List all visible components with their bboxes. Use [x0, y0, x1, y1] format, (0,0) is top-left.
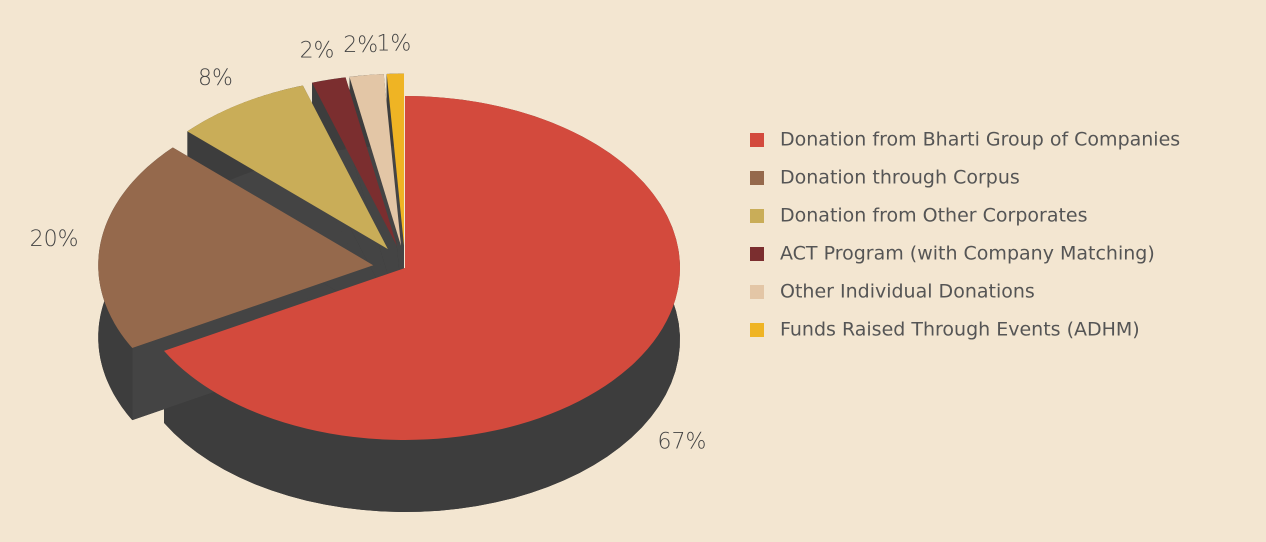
legend-swatch: [750, 323, 764, 337]
legend-swatch: [750, 285, 764, 299]
value-label: 8%: [198, 66, 233, 91]
legend-label: Donation from Other Corporates: [780, 205, 1088, 227]
value-label: 20%: [30, 227, 79, 252]
legend-label: Donation through Corpus: [780, 167, 1020, 189]
slice: [98, 147, 374, 349]
legend-swatch: [750, 133, 764, 147]
slice: [312, 77, 398, 247]
legend-label: Funds Raised Through Events (ADHM): [780, 319, 1140, 341]
slice: [187, 85, 388, 250]
legend-swatch: [750, 247, 764, 261]
value-label: 2%: [300, 38, 335, 63]
slice: [386, 73, 404, 246]
value-label: 2%: [343, 33, 378, 58]
value-label: 1%: [376, 31, 411, 56]
slice: [349, 74, 401, 246]
legend-label: ACT Program (with Company Matching): [780, 243, 1155, 265]
legend-swatch: [750, 171, 764, 185]
legend-label: Donation from Bharti Group of Companies: [780, 129, 1180, 151]
value-label: 67%: [657, 429, 706, 454]
slice: [164, 96, 681, 441]
legend-label: Other Individual Donations: [780, 281, 1035, 303]
legend-swatch: [750, 209, 764, 223]
